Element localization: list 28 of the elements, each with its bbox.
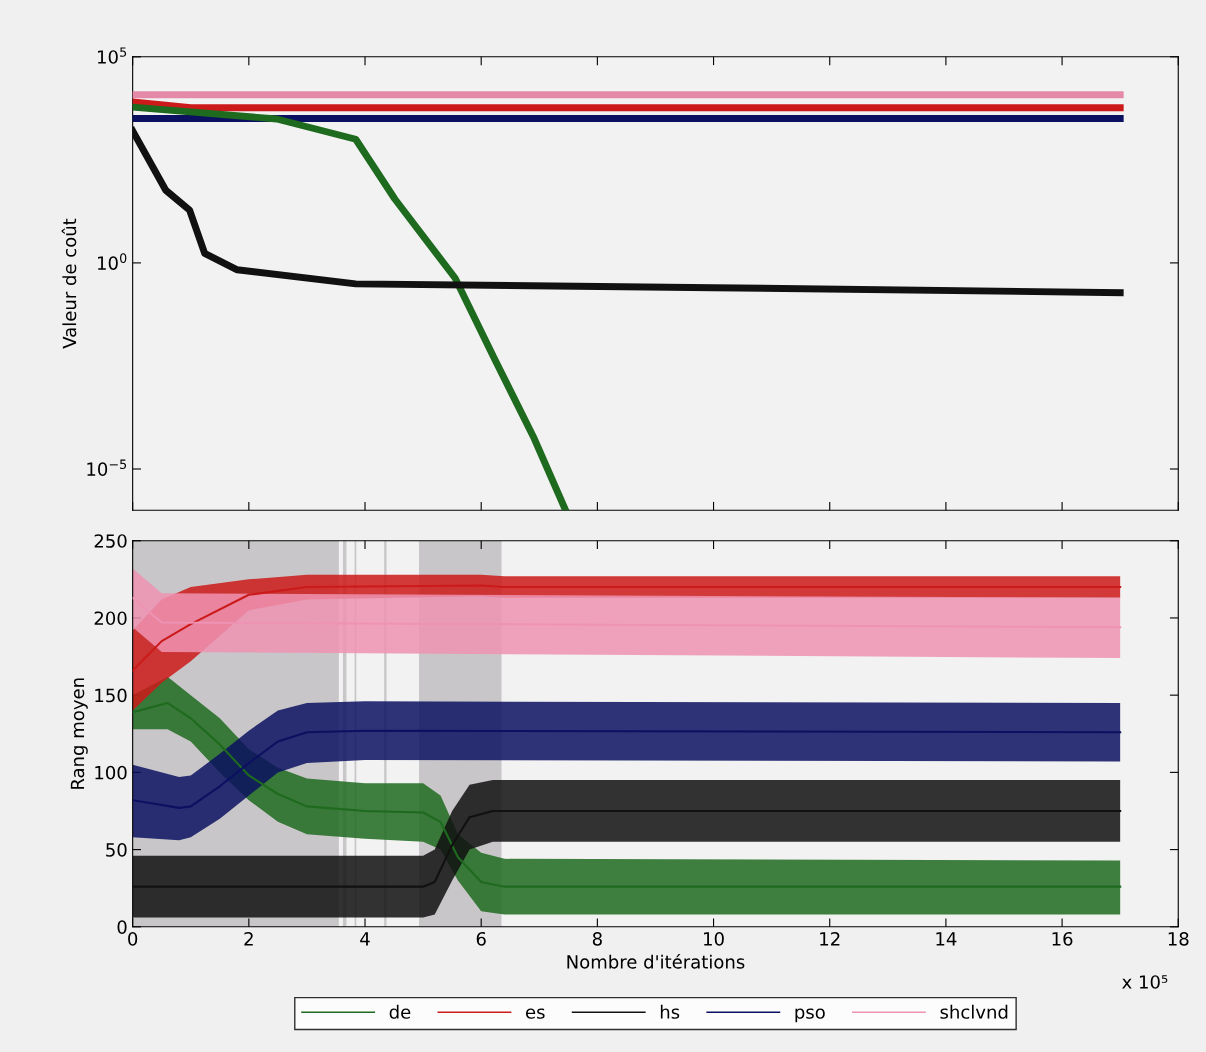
legend-label: es bbox=[525, 1008, 545, 1019]
x-tick-label: 0 bbox=[128, 931, 138, 946]
legend-label: pso bbox=[795, 1008, 825, 1023]
y-tick-label: 10$^{5}$ bbox=[98, 47, 127, 64]
x-tick-label: 12 bbox=[820, 931, 840, 946]
legend-label: hs bbox=[660, 1004, 680, 1019]
x-tick-label: 6 bbox=[476, 931, 486, 946]
y-tick-label: 150 bbox=[95, 688, 127, 703]
legend-label: shclvnd bbox=[940, 1004, 1008, 1019]
x-tick-label: 10 bbox=[704, 931, 724, 946]
y-tick-label: 10$^{0}$ bbox=[98, 253, 127, 270]
x-tick-label: 8 bbox=[592, 931, 602, 946]
x-tick-label: 18 bbox=[1168, 931, 1189, 946]
y-axis-title: Rang moyen bbox=[70, 678, 88, 789]
y-tick-label: 10$^{−5}$ bbox=[87, 459, 127, 476]
y-axis-title: Valeur de coût bbox=[61, 218, 77, 349]
x-tick-label: 2 bbox=[244, 931, 253, 946]
x-axis-title: Nombre d'itérations bbox=[567, 953, 745, 969]
y-tick-label: 100 bbox=[95, 765, 127, 780]
y-tick-label: 200 bbox=[94, 611, 127, 626]
legend-label: de bbox=[389, 1004, 411, 1019]
text: x 10⁵ bbox=[1122, 975, 1168, 989]
y-tick-label: 50 bbox=[106, 843, 127, 857]
x-tick-label: 4 bbox=[360, 932, 370, 946]
y-tick-label: 0 bbox=[117, 920, 127, 934]
y-tick-label: 250 bbox=[94, 534, 127, 548]
x-tick-label: 16 bbox=[1052, 931, 1073, 946]
x-tick-label: 14 bbox=[936, 932, 957, 946]
